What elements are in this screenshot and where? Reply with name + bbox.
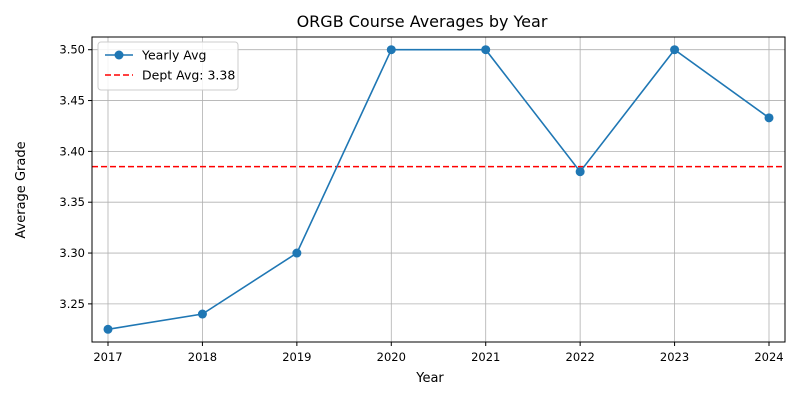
series-layer xyxy=(103,45,774,334)
x-axis-label: Year xyxy=(415,371,444,386)
chart-title: ORGB Course Averages by Year xyxy=(297,12,548,31)
plot-area-frame xyxy=(91,36,786,343)
x-tick-label: 2022 xyxy=(566,350,595,364)
legend-marker-yearly-avg xyxy=(114,50,124,60)
x-tick-label: 2024 xyxy=(754,350,783,364)
x-tick-label: 2020 xyxy=(377,350,406,364)
data-point xyxy=(197,309,207,319)
y-tick-label: 3.40 xyxy=(59,144,85,158)
y-axis-ticks: 3.25 3.30 3.35 3.40 3.45 3.50 xyxy=(59,43,92,311)
x-tick-label: 2021 xyxy=(471,350,500,364)
y-tick-label: 3.30 xyxy=(59,246,85,260)
series-line-yearly-avg xyxy=(107,48,770,331)
data-point xyxy=(481,45,491,55)
data-point xyxy=(764,113,774,123)
legend-box xyxy=(97,41,239,91)
x-tick-label: 2018 xyxy=(188,350,217,364)
x-tick-label: 2017 xyxy=(93,350,122,364)
x-axis-ticks: 2017 2018 2019 2020 2021 2022 2023 2024 xyxy=(93,342,784,364)
x-tick-label: 2019 xyxy=(282,350,311,364)
legend-label-yearly-avg: Yearly Avg xyxy=(141,48,206,63)
data-point xyxy=(386,45,396,55)
x-tick-label: 2023 xyxy=(660,350,689,364)
data-point xyxy=(103,324,113,334)
y-tick-label: 3.45 xyxy=(59,94,85,108)
y-axis-label: Average Grade xyxy=(14,141,29,238)
data-point xyxy=(670,45,680,55)
data-point xyxy=(575,167,585,177)
y-tick-label: 3.35 xyxy=(59,195,85,209)
legend: Yearly Avg Dept Avg: 3.38 xyxy=(97,41,239,91)
legend-label-dept-avg: Dept Avg: 3.38 xyxy=(142,68,235,83)
y-tick-label: 3.50 xyxy=(59,43,85,57)
y-tick-label: 3.25 xyxy=(59,297,85,311)
data-point xyxy=(292,248,302,258)
